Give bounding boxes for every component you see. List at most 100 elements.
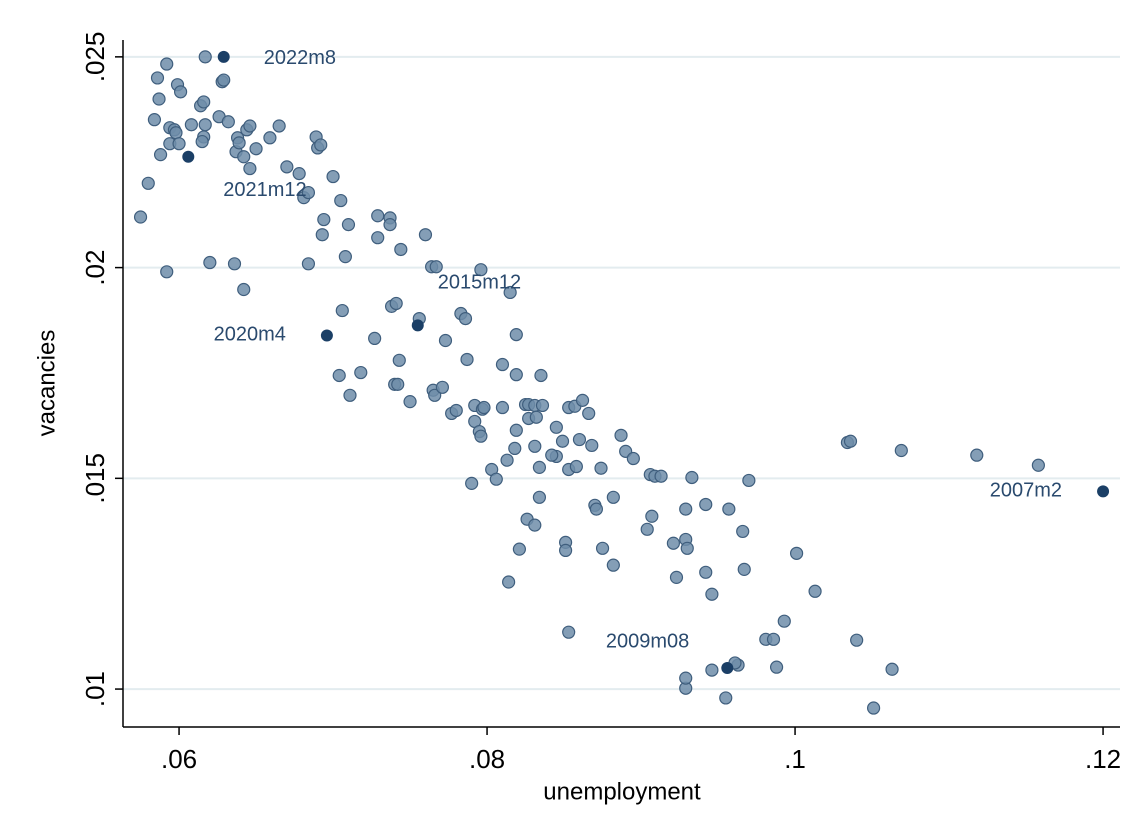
point — [970, 448, 984, 462]
point — [354, 365, 368, 380]
point — [263, 131, 277, 145]
point — [606, 558, 620, 572]
point — [169, 126, 183, 140]
point — [866, 701, 881, 715]
x-tick-label: .08 — [469, 744, 505, 774]
point — [737, 562, 751, 576]
y-tick-label: .01 — [80, 671, 110, 707]
point — [335, 303, 349, 318]
point — [203, 255, 217, 270]
point — [320, 329, 333, 342]
point — [679, 671, 693, 685]
point — [594, 461, 608, 475]
point — [721, 661, 734, 674]
point — [512, 542, 526, 556]
point — [460, 352, 474, 367]
y-tick-label: .015 — [80, 453, 110, 504]
point — [326, 169, 340, 184]
point — [645, 509, 659, 523]
y-tick-label: .02 — [80, 250, 110, 286]
point — [338, 250, 352, 264]
point — [243, 119, 257, 133]
y-axis-title: vacancies — [33, 330, 60, 437]
point — [705, 663, 719, 677]
point — [474, 263, 488, 277]
point — [555, 434, 570, 448]
point — [666, 536, 680, 550]
point — [508, 441, 522, 456]
point — [606, 490, 620, 504]
y-tick-label: .025 — [80, 32, 110, 83]
point — [152, 92, 166, 106]
point — [292, 167, 306, 181]
point — [1097, 485, 1110, 498]
point — [141, 176, 155, 190]
point-label: 2020m4 — [214, 324, 286, 346]
point — [368, 331, 382, 346]
point — [489, 472, 503, 486]
point — [562, 625, 576, 639]
point — [465, 476, 479, 490]
point — [495, 400, 510, 415]
point-label: 2009m08 — [606, 630, 689, 652]
point — [699, 565, 713, 579]
point — [719, 691, 733, 705]
point — [777, 614, 791, 628]
point — [850, 633, 864, 647]
point — [343, 388, 357, 402]
point — [160, 265, 174, 279]
point — [500, 453, 514, 467]
point — [371, 209, 385, 223]
point — [534, 368, 548, 383]
point — [572, 432, 587, 447]
point — [502, 575, 516, 589]
point — [428, 388, 442, 402]
point — [705, 587, 719, 601]
point — [341, 218, 356, 232]
point-label: 2022m8 — [264, 47, 336, 69]
point — [582, 406, 596, 421]
point — [680, 541, 694, 555]
point — [585, 438, 599, 453]
point — [699, 497, 713, 512]
point — [389, 296, 403, 311]
point — [654, 469, 668, 483]
point — [669, 570, 684, 584]
point — [249, 142, 263, 156]
point — [317, 212, 331, 227]
point — [153, 148, 168, 162]
point — [314, 138, 328, 152]
point — [477, 400, 491, 415]
point — [429, 260, 443, 274]
point — [243, 161, 257, 176]
point — [438, 333, 453, 348]
point — [595, 541, 610, 555]
point — [529, 410, 543, 424]
point — [403, 395, 417, 409]
point — [736, 524, 750, 539]
point — [217, 73, 231, 87]
x-tick-label: .1 — [784, 744, 806, 774]
point — [535, 398, 550, 413]
point — [509, 328, 523, 342]
point — [332, 368, 346, 383]
point — [237, 150, 251, 164]
point — [411, 319, 424, 332]
x-axis-title: unemployment — [543, 778, 701, 805]
point — [160, 57, 174, 71]
point — [569, 459, 583, 474]
point — [640, 522, 654, 536]
point — [195, 134, 209, 149]
point — [474, 429, 488, 443]
point — [133, 210, 148, 224]
point — [221, 115, 235, 129]
point — [528, 518, 542, 532]
point — [789, 546, 804, 560]
point — [197, 95, 211, 109]
point — [685, 470, 699, 485]
point — [217, 50, 230, 63]
point — [742, 473, 756, 488]
point — [509, 368, 523, 382]
